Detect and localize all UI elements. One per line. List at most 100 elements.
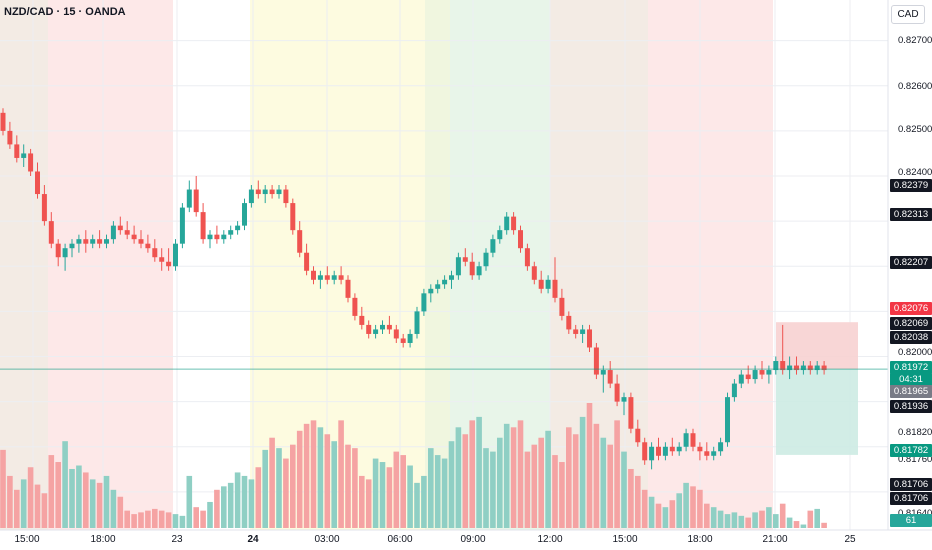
volume-bar <box>441 458 448 528</box>
candle-body <box>442 279 448 285</box>
candle-body <box>0 112 6 131</box>
candle-body <box>773 361 779 371</box>
volume-bar <box>352 448 358 528</box>
candle-body <box>662 446 668 456</box>
candle-body <box>524 248 530 267</box>
candle-body <box>145 243 151 249</box>
candle-body <box>138 239 144 244</box>
candle-body <box>117 225 123 231</box>
volume-bar <box>158 510 165 528</box>
candle-body <box>718 442 724 452</box>
volume-bar <box>738 515 745 528</box>
volume-bar <box>628 468 634 528</box>
candle-body <box>14 144 20 158</box>
symbol-title[interactable]: NZD/CAD · 15 · OANDA <box>4 6 126 18</box>
volume-bar <box>138 512 144 528</box>
candle-body <box>317 275 323 280</box>
candle-body <box>55 243 61 258</box>
candle-body <box>297 230 303 253</box>
candle-body <box>62 248 68 258</box>
candle-body <box>186 189 192 208</box>
candle-body <box>41 194 47 222</box>
volume-bar <box>89 479 96 528</box>
time-tick-label: 21:00 <box>762 534 788 545</box>
volume-bar <box>41 493 48 528</box>
time-tick-label: 12:00 <box>537 534 563 545</box>
candle-body <box>711 451 717 456</box>
volume-bar <box>414 482 420 528</box>
time-tick-label: 25 <box>844 534 856 545</box>
candle-body <box>649 446 655 461</box>
price-badge: 0.82069 <box>890 317 932 330</box>
price-badge: 0.81972 <box>890 361 932 374</box>
candle-body <box>587 329 592 348</box>
volume-bar <box>814 508 820 528</box>
candle-body <box>552 279 558 298</box>
volume-bar <box>386 467 393 528</box>
volume-bar <box>676 493 682 528</box>
candle-body <box>359 315 365 325</box>
volume-bar <box>662 507 669 528</box>
price-badge: 0.82313 <box>890 208 932 221</box>
candle-body <box>214 234 220 240</box>
volume-bar <box>559 462 565 528</box>
currency-button[interactable]: CAD <box>891 5 925 24</box>
candle-body <box>248 189 254 204</box>
candle-body <box>276 189 282 195</box>
candle-body <box>573 329 579 334</box>
candle-body <box>269 189 275 195</box>
volume-bar <box>807 510 814 528</box>
volume-bar <box>655 503 662 528</box>
volume-bar <box>20 479 27 528</box>
candle-body <box>283 189 289 204</box>
volume-bar <box>110 489 117 528</box>
volume-bar <box>83 472 89 528</box>
volume-bar <box>572 434 579 528</box>
candle-body <box>7 130 13 145</box>
candle-body <box>642 442 648 461</box>
price-tick-label: 0.81640 <box>898 508 932 519</box>
candle-body <box>766 370 772 375</box>
candle-body <box>414 311 420 334</box>
volume-bar <box>635 475 641 528</box>
candle-body <box>110 225 116 240</box>
volume-bar <box>428 448 434 528</box>
candle-body <box>380 324 385 330</box>
volume-bar <box>469 420 475 528</box>
candle-body <box>614 383 620 402</box>
volume-bar <box>697 489 703 528</box>
candle-body <box>35 171 40 195</box>
volume-bar <box>283 458 289 528</box>
volume-bar <box>96 482 103 528</box>
session-band <box>0 0 48 530</box>
candle-body <box>780 361 786 371</box>
candle-body <box>800 365 806 371</box>
price-badge: 0.82076 <box>890 302 932 315</box>
volume-bar <box>324 434 331 528</box>
short-position-tool[interactable] <box>776 322 858 455</box>
candle-body <box>90 239 96 244</box>
candle-body <box>262 189 268 195</box>
volume-bar <box>786 517 793 528</box>
volume-bar <box>255 467 262 528</box>
candle-body <box>545 279 551 289</box>
volume-bar <box>821 522 827 528</box>
volume-bar <box>524 451 531 528</box>
candle-body <box>511 216 517 231</box>
volume-bar <box>717 510 724 528</box>
candle-body <box>428 288 434 294</box>
candle-body <box>304 252 310 271</box>
candle-body <box>352 297 358 316</box>
candle-body <box>207 234 213 240</box>
volume-bar <box>448 441 455 528</box>
candle-body <box>311 270 316 280</box>
volume-bar <box>69 468 75 528</box>
candle-body <box>28 153 34 172</box>
volume-bar <box>483 448 489 528</box>
volume-bar <box>531 444 538 528</box>
candle-body <box>669 446 675 452</box>
volume-bar <box>462 434 469 528</box>
volume-bar <box>269 437 275 528</box>
